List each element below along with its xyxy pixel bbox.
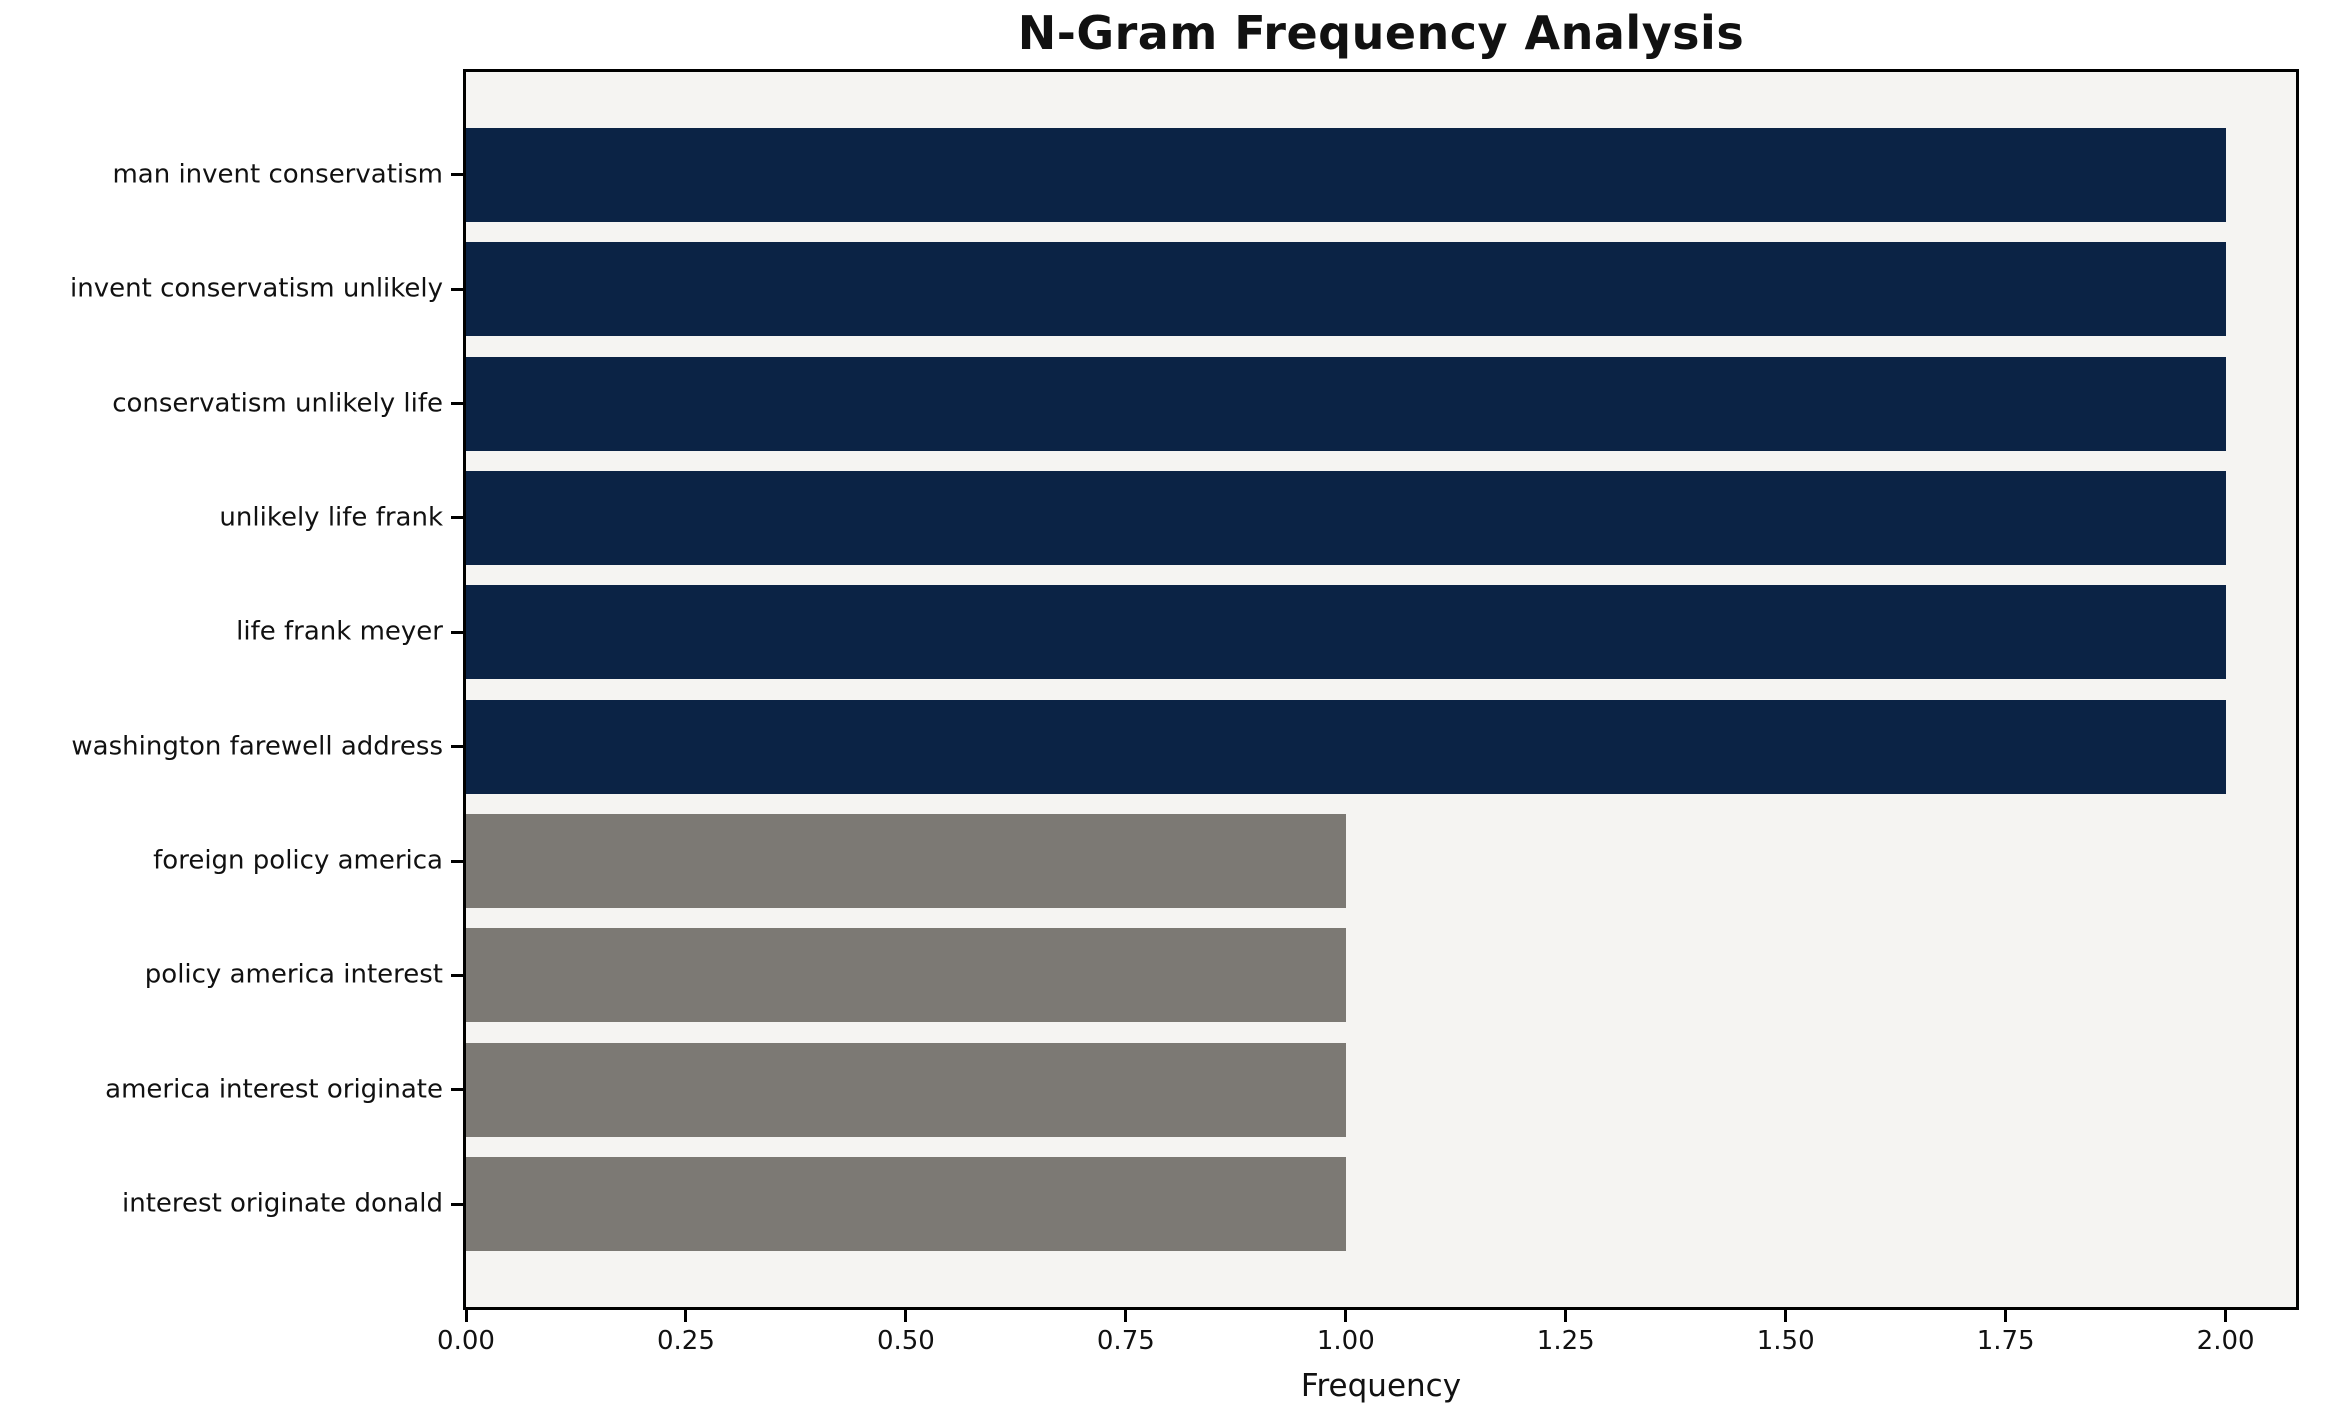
x-axis-tick-label: 1.50 (1756, 1326, 1815, 1356)
chart-title: N-Gram Frequency Analysis (1017, 6, 1745, 60)
y-axis-tick-mark (451, 402, 463, 406)
bar (466, 471, 2226, 565)
x-axis-tick-mark (1784, 1310, 1788, 1322)
bar (466, 1157, 1346, 1251)
y-axis-tick-mark (451, 173, 463, 177)
x-axis-tick-mark (1344, 1310, 1348, 1322)
y-axis-label: life frank meyer (236, 616, 443, 647)
x-axis-tick-mark (464, 1310, 468, 1322)
x-axis-tick-label: 0.50 (876, 1326, 935, 1356)
y-axis-label: man invent conservatism (112, 159, 443, 190)
y-axis-label: washington farewell address (71, 731, 443, 762)
x-axis-tick-label: 1.00 (1316, 1326, 1375, 1356)
y-axis-label: conservatism unlikely life (112, 388, 443, 419)
bar (466, 814, 1346, 908)
x-axis-title: Frequency (1300, 1368, 1462, 1404)
y-axis-tick-mark (451, 1088, 463, 1092)
bar (466, 585, 2226, 680)
y-axis-tick-mark (451, 745, 463, 749)
y-axis-label: unlikely life frank (219, 502, 443, 533)
x-axis-tick-label: 0.00 (437, 1326, 495, 1356)
x-axis-tick-label: 2.00 (2196, 1326, 2255, 1356)
y-axis-label: policy america interest (144, 959, 443, 990)
x-axis-tick-label: 0.25 (656, 1326, 715, 1356)
y-axis-label: invent conservatism unlikely (70, 273, 443, 304)
y-axis-tick-mark (451, 516, 463, 520)
x-axis-tick-mark (684, 1310, 688, 1322)
y-axis-tick-mark (451, 630, 463, 634)
y-axis-tick-mark (451, 973, 463, 977)
x-axis-tick-mark (2224, 1310, 2228, 1322)
bar (466, 699, 2226, 794)
x-axis-tick-mark (1124, 1310, 1128, 1322)
x-axis-tick-mark (2004, 1310, 2008, 1322)
x-axis-tick-mark (1564, 1310, 1568, 1322)
y-axis-tick-mark (451, 859, 463, 863)
bar (466, 1042, 1346, 1137)
bar (466, 242, 2226, 337)
bar (466, 356, 2226, 451)
y-axis-tick-mark (451, 1202, 463, 1206)
bar (466, 128, 2226, 222)
y-axis-tick-mark (451, 287, 463, 291)
y-axis-label: interest originate donald (122, 1188, 443, 1219)
bar (466, 928, 1346, 1023)
x-axis-tick-label: 1.75 (1976, 1326, 2035, 1356)
x-axis-tick-label: 1.25 (1536, 1326, 1595, 1356)
x-axis-tick-label: 0.75 (1096, 1326, 1155, 1356)
y-axis-label: foreign policy america (153, 845, 443, 876)
y-axis-label: america interest originate (105, 1074, 443, 1105)
plot-area (463, 69, 2299, 1310)
x-axis-tick-mark (904, 1310, 908, 1322)
